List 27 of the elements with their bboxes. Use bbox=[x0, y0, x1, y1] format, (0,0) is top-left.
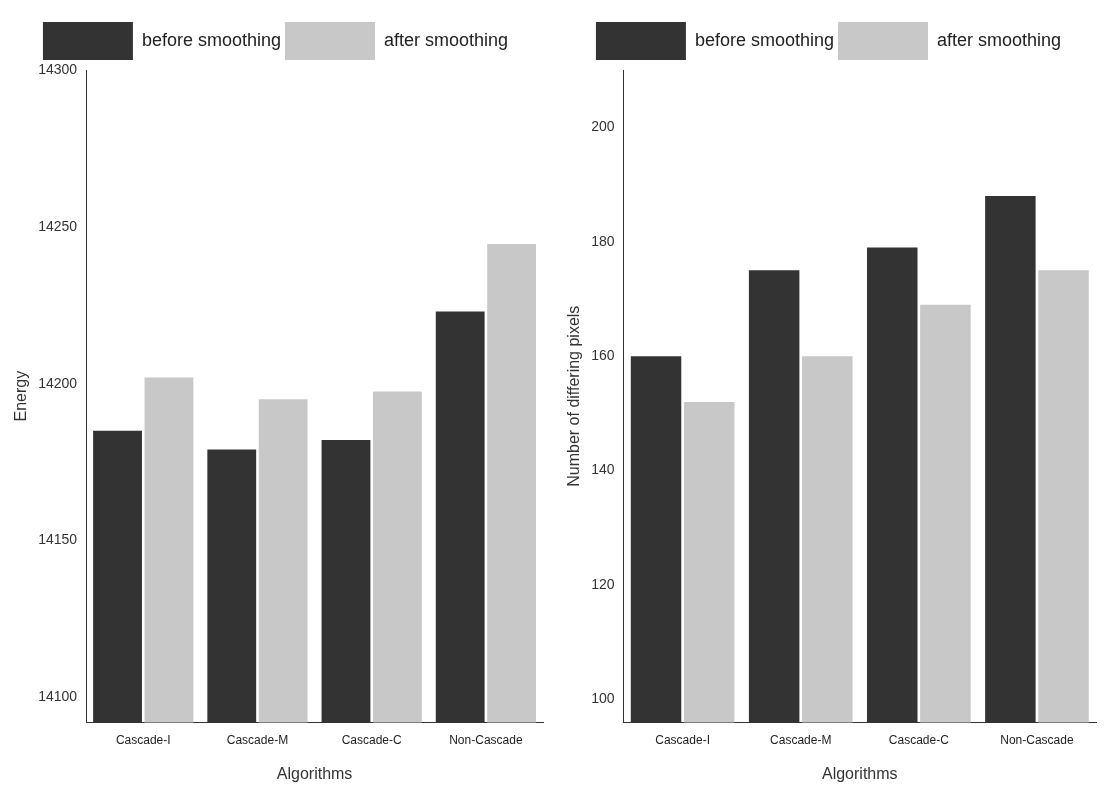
y-tick-label: 14100 bbox=[38, 688, 78, 705]
x-tick-label: Cascade-C bbox=[341, 732, 403, 747]
x-tick-label: Cascade-M bbox=[226, 732, 289, 747]
y-tick-label: 14250 bbox=[38, 217, 78, 234]
legend-label: after smoothing bbox=[384, 29, 509, 50]
x-axis-title: Algorithms bbox=[821, 764, 898, 782]
legend-label: after smoothing bbox=[937, 29, 1062, 50]
y-tick-label: 100 bbox=[591, 690, 615, 707]
y-axis-title: Number of differing pixels bbox=[565, 305, 583, 487]
x-tick-label: Cascade-I bbox=[115, 732, 171, 747]
y-tick-label: 180 bbox=[591, 232, 615, 249]
x-tick-label: Non-Cascade bbox=[1000, 732, 1074, 747]
y-tick-label: 120 bbox=[591, 575, 615, 592]
y-tick-label: 160 bbox=[591, 347, 615, 363]
x-tick-label: Cascade-M bbox=[770, 732, 832, 747]
legend-label: before smoothing bbox=[141, 29, 282, 50]
y-tick-label: 140 bbox=[591, 461, 615, 478]
y-axis-title: Energy bbox=[12, 370, 30, 422]
x-tick-label: Cascade-C bbox=[888, 732, 950, 747]
y-tick-label: 200 bbox=[591, 118, 615, 135]
x-tick-label: Cascade-I bbox=[655, 732, 710, 747]
legend-label: before smoothing bbox=[694, 29, 835, 50]
y-tick-label: 14200 bbox=[38, 374, 78, 391]
y-tick-label: 14150 bbox=[38, 531, 78, 548]
x-tick-label: Non-Cascade bbox=[449, 732, 523, 747]
y-tick-label: 14300 bbox=[38, 60, 78, 77]
x-axis-title: Algorithms bbox=[276, 764, 353, 782]
